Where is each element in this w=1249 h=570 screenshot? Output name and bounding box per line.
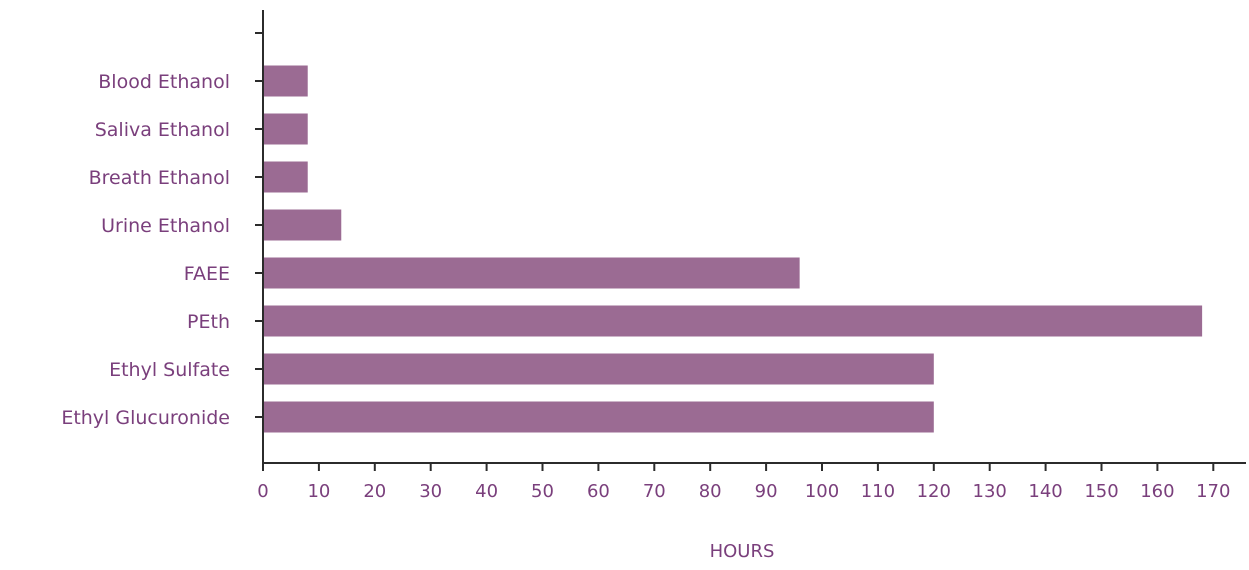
category-label: Saliva Ethanol	[95, 119, 230, 141]
bar	[264, 353, 934, 385]
x-tick-label: 100	[805, 481, 839, 502]
x-tick-label: 130	[973, 481, 1007, 502]
x-axis-title: HOURS	[710, 541, 775, 562]
x-tick-label: 0	[257, 481, 268, 502]
category-label: Ethyl Glucuronide	[61, 407, 230, 429]
x-tick-label: 170	[1196, 481, 1230, 502]
bar	[264, 65, 308, 97]
axes-layer	[262, 10, 1246, 464]
y-ticks-layer: Blood Ethanol Saliva Ethanol Breath Ethano…	[61, 32, 263, 429]
x-tick-label: 40	[475, 481, 498, 502]
x-tick-label: 60	[587, 481, 610, 502]
x-tick-label: 160	[1140, 481, 1174, 502]
x-tick-label: 150	[1084, 481, 1118, 502]
x-tick-label: 70	[643, 481, 666, 502]
x-ticks-layer: 0 10 20 30 40 50 60 70 80 90 100 110 120 130 140 150 160…	[257, 463, 1230, 502]
category-label: Ethyl Sulfate	[109, 359, 230, 381]
x-tick-label: 20	[363, 481, 386, 502]
category-label: PEth	[187, 311, 230, 333]
category-label: Urine Ethanol	[101, 215, 230, 237]
bars-layer	[264, 65, 1203, 433]
bar	[264, 113, 308, 145]
bar	[264, 401, 934, 433]
x-tick-label: 80	[699, 481, 722, 502]
bar	[264, 161, 308, 193]
bar	[264, 209, 342, 241]
x-tick-label: 120	[917, 481, 951, 502]
x-tick-label: 50	[531, 481, 554, 502]
bar	[264, 305, 1203, 337]
bar	[264, 257, 800, 289]
x-tick-label: 10	[307, 481, 330, 502]
x-tick-label: 110	[861, 481, 895, 502]
category-label: Blood Ethanol	[98, 71, 230, 93]
category-label: FAEE	[184, 263, 230, 285]
x-tick-label: 90	[755, 481, 778, 502]
x-tick-label: 30	[419, 481, 442, 502]
x-tick-label: 140	[1028, 481, 1062, 502]
category-label: Breath Ethanol	[89, 167, 230, 189]
